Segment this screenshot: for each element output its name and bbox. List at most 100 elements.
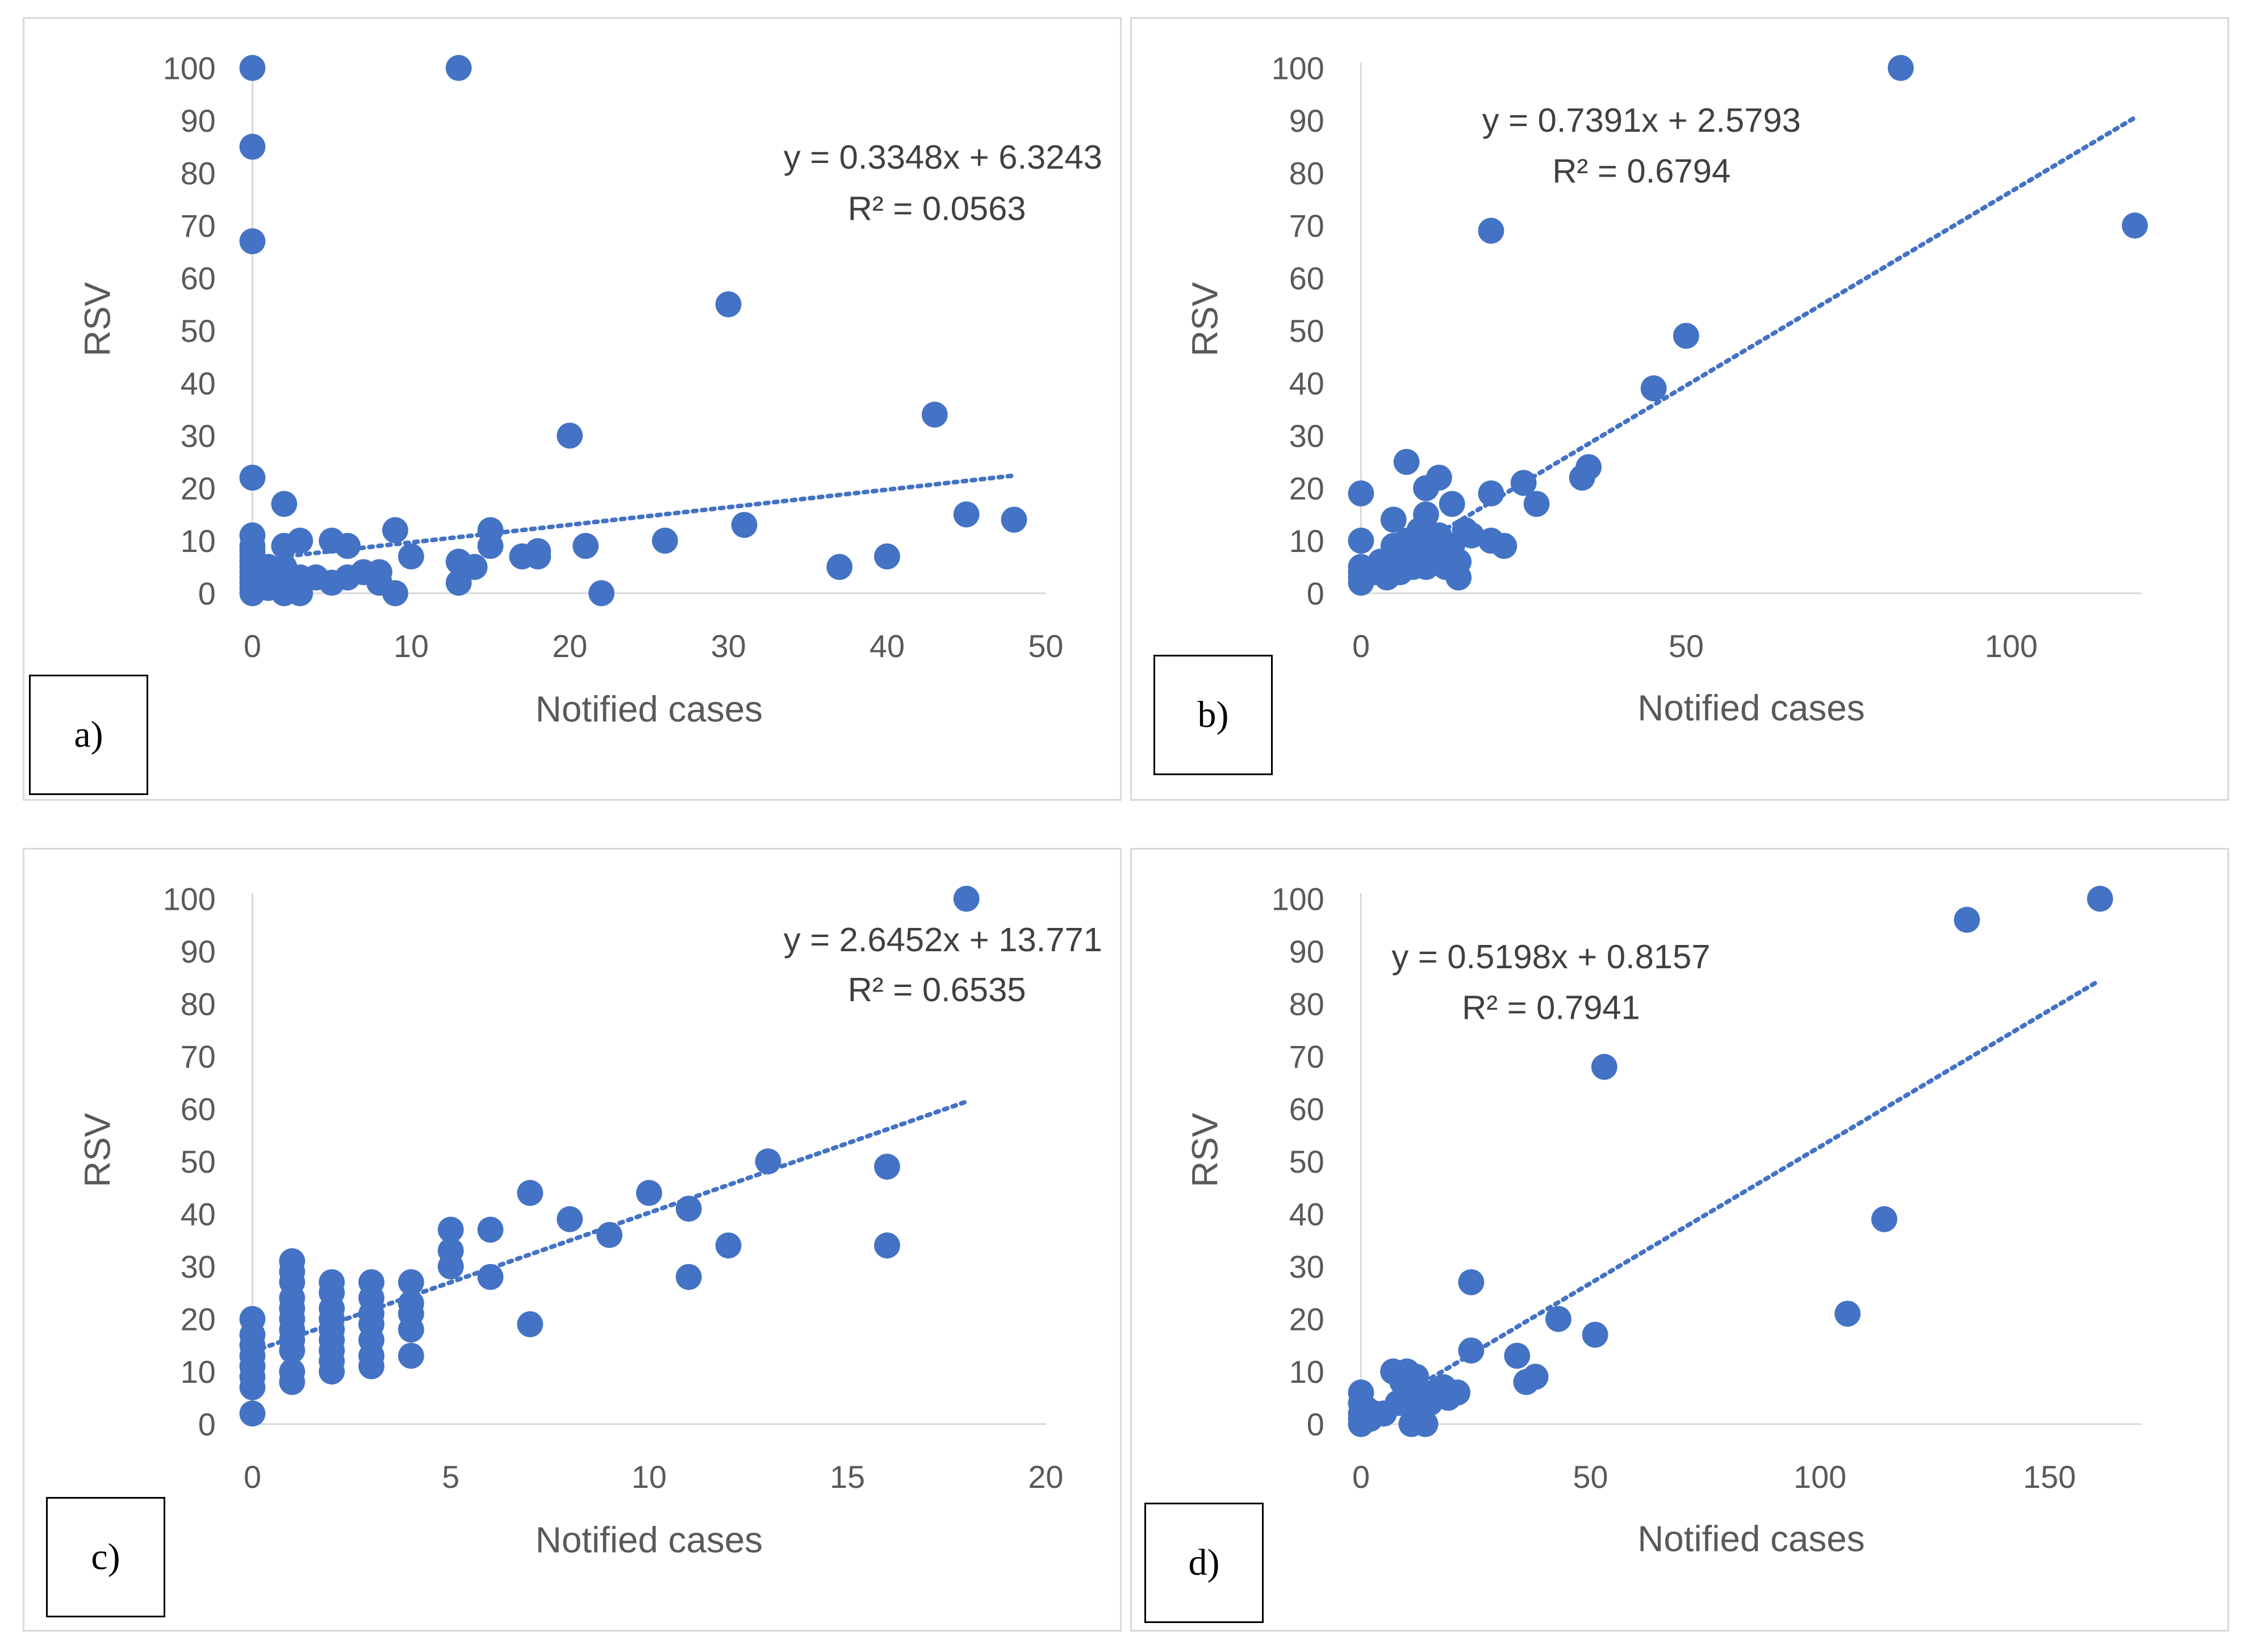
- y-tick-label: 50: [181, 1144, 216, 1180]
- x-axis-title: Notified cases: [536, 689, 763, 730]
- y-tick-label: 10: [1289, 1354, 1324, 1390]
- y-tick-label: 10: [1289, 524, 1324, 559]
- data-point: [1458, 1269, 1485, 1295]
- data-point: [1504, 1342, 1531, 1369]
- y-tick-label: 40: [1289, 366, 1324, 402]
- data-point: [398, 1342, 424, 1369]
- data-point: [239, 133, 266, 160]
- data-point: [1673, 323, 1699, 349]
- data-point: [826, 554, 853, 580]
- x-tick-label: 10: [632, 1459, 667, 1495]
- x-tick-label: 50: [1573, 1459, 1608, 1495]
- x-tick-label: 100: [1794, 1459, 1846, 1495]
- data-point: [1871, 1206, 1897, 1232]
- data-point: [1522, 1364, 1549, 1390]
- y-tick-label: 20: [1289, 471, 1324, 507]
- data-point: [461, 554, 488, 580]
- data-point: [1458, 522, 1485, 549]
- data-point: [477, 1216, 504, 1243]
- data-point: [2087, 885, 2113, 912]
- data-point: [715, 1232, 742, 1258]
- data-point: [1478, 480, 1504, 507]
- x-axis-title: Notified cases: [536, 1520, 763, 1561]
- y-tick-label: 20: [1289, 1302, 1324, 1337]
- x-tick-label: 20: [1028, 1459, 1063, 1495]
- data-point: [1591, 1053, 1617, 1080]
- r-squared-label: R² = 0.6794: [1552, 152, 1730, 190]
- y-tick-label: 90: [181, 934, 216, 969]
- data-point: [319, 1269, 345, 1295]
- x-tick-label: 5: [442, 1459, 459, 1495]
- chart-a-svg: 0 10 20 30 40 50 60 70 80 90 100 0 10 20 30 40 50 Notifie…: [77, 51, 1102, 730]
- y-tick-label: 10: [181, 524, 216, 559]
- y-axis-title: RSV: [77, 1113, 118, 1187]
- data-point: [651, 528, 678, 554]
- data-point: [1412, 1411, 1439, 1437]
- y-tick-label: 50: [181, 313, 216, 349]
- y-tick-label: 70: [181, 1039, 216, 1074]
- r-squared-label: R² = 0.6535: [848, 971, 1026, 1009]
- chart-c-svg: 0 10 20 30 40 50 60 70 80 90 100 0 5 10 15 20 Notified c…: [77, 882, 1102, 1561]
- data-point: [382, 580, 408, 607]
- data-point: [287, 580, 313, 607]
- data-point: [239, 1400, 266, 1427]
- x-tick-label: 30: [711, 629, 746, 664]
- data-point: [557, 423, 583, 449]
- x-axis-title: Notified cases: [1637, 1519, 1865, 1559]
- chart-panel-c: 0 10 20 30 40 50 60 70 80 90 100 0 5 10 15 20 Notified c…: [23, 848, 1122, 1632]
- data-point: [557, 1206, 583, 1232]
- data-point: [1380, 507, 1407, 533]
- data-point: [1445, 549, 1472, 575]
- panel-label-d: d): [1144, 1503, 1264, 1623]
- data-point: [358, 1269, 384, 1295]
- r-squared-label: R² = 0.7941: [1462, 989, 1640, 1027]
- data-point: [1444, 1379, 1471, 1406]
- data-point: [1413, 501, 1439, 528]
- data-point: [874, 1153, 900, 1180]
- y-tick-label: 10: [181, 1354, 216, 1390]
- data-point: [239, 1306, 266, 1332]
- data-point: [335, 533, 361, 559]
- y-tick-label: 50: [1289, 1144, 1324, 1180]
- y-tick-label: 40: [1289, 1197, 1324, 1232]
- data-point: [1834, 1300, 1861, 1327]
- y-tick-label: 100: [1272, 882, 1324, 917]
- y-tick-label: 80: [181, 156, 216, 191]
- data-point: [1575, 454, 1602, 480]
- panel-label-a: a): [29, 675, 148, 795]
- data-point: [445, 55, 472, 81]
- y-tick-label: 0: [1307, 1407, 1324, 1442]
- y-tick-label: 90: [1289, 934, 1324, 969]
- data-point: [239, 465, 266, 491]
- data-point: [1887, 55, 1914, 81]
- y-tick-label: 60: [181, 261, 216, 296]
- y-tick-label: 50: [1289, 313, 1324, 349]
- y-tick-label: 80: [181, 987, 216, 1022]
- y-tick-label: 40: [181, 366, 216, 402]
- chart-d-svg: 0 10 20 30 40 50 60 70 80 90 100 0 50 100 150 Notified …: [1185, 882, 2142, 1559]
- y-tick-label: 90: [181, 103, 216, 139]
- y-axis-title: RSV: [1185, 282, 1226, 357]
- data-point: [675, 1264, 702, 1290]
- data-point: [525, 543, 551, 570]
- y-tick-label: 80: [1289, 156, 1324, 191]
- x-tick-label: 100: [1985, 629, 2038, 664]
- data-point: [953, 885, 980, 912]
- data-point: [1545, 1306, 1571, 1332]
- chart-panel-d: 0 10 20 30 40 50 60 70 80 90 100 0 50 100 150 Notified …: [1130, 848, 2229, 1632]
- data-point: [572, 533, 599, 559]
- data-point: [517, 1180, 544, 1206]
- y-tick-label: 60: [181, 1092, 216, 1127]
- data-point: [279, 1248, 306, 1274]
- data-point: [1523, 491, 1550, 517]
- x-tick-label: 10: [394, 629, 429, 664]
- y-tick-label: 70: [1289, 1039, 1324, 1074]
- y-tick-label: 20: [181, 1302, 216, 1337]
- panel-label-c: c): [46, 1497, 165, 1617]
- x-tick-label: 15: [830, 1459, 865, 1495]
- x-tick-label: 50: [1669, 629, 1704, 664]
- x-tick-label: 0: [244, 1459, 261, 1495]
- trend-line: [250, 1099, 969, 1354]
- y-tick-label: 20: [181, 471, 216, 507]
- y-axis-title: RSV: [77, 282, 118, 357]
